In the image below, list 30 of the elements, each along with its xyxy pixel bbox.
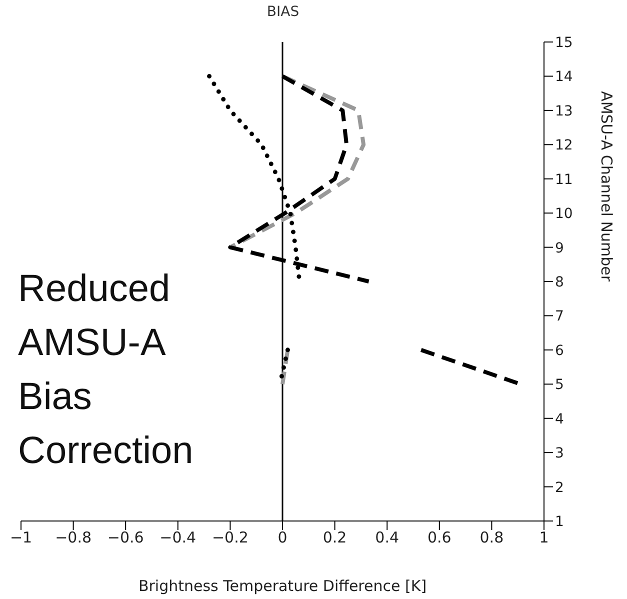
chart-title: BIAS [266, 4, 300, 20]
annotation: Reduced AMSU-A Bias Correction [18, 267, 194, 474]
y-tick-label: 13 [555, 103, 573, 120]
y-tick-label: 15 [555, 34, 573, 51]
x-tick-label: 0.2 [322, 528, 347, 547]
y-tick-label: 10 [555, 206, 573, 222]
y-tick-label: 11 [555, 172, 573, 188]
x-tick-label: −0.4 [160, 528, 196, 547]
y-tick-label: 3 [555, 446, 564, 462]
x-axis-title: Brightness Temperature Difference [K] [138, 577, 427, 595]
y-tick-label: 8 [555, 274, 564, 290]
x-tick-label: 0.6 [427, 528, 452, 547]
y-tick-label: 12 [555, 138, 573, 154]
y-tick-label: 14 [555, 69, 573, 86]
x-tick-label: −1 [10, 528, 32, 547]
x-tick-label: −0.8 [55, 528, 92, 547]
x-tick-label: −0.6 [107, 528, 144, 547]
x-tick-label: 0.4 [375, 528, 400, 547]
y-tick-label: 6 [555, 342, 564, 359]
y-tick-label: 4 [555, 411, 564, 428]
y-tick-label: 7 [555, 308, 564, 325]
y-tick-label: 9 [555, 240, 564, 256]
x-tick-label: 0.8 [480, 528, 504, 547]
x-tick-label: −0.2 [212, 528, 248, 547]
x-tick-label: 1 [539, 528, 549, 547]
y-tick-label: 5 [555, 377, 564, 394]
y-tick-label: 1 [555, 514, 564, 530]
y-axis-title: AMSU-A Channel Number [598, 91, 616, 282]
x-tick-label: 0 [278, 528, 288, 547]
y-tick-label: 2 [555, 480, 564, 496]
